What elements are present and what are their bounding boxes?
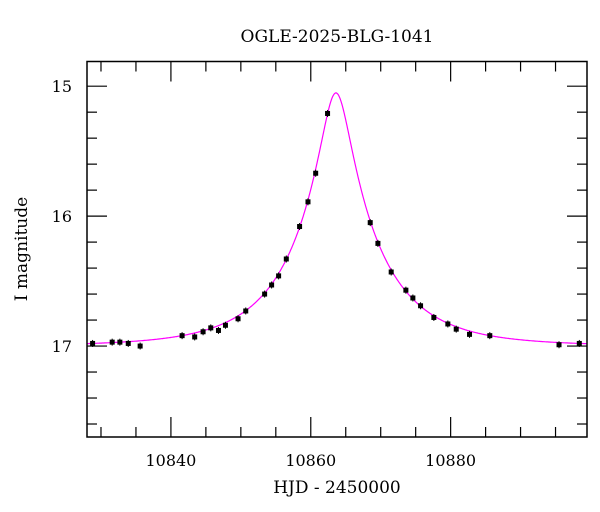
data-point [467,331,473,337]
data-point [235,316,241,322]
data-point [388,269,394,275]
data-point [137,343,143,349]
data-point [200,329,206,335]
data-point [375,240,381,246]
plot-frame [86,60,588,438]
chart-title: OGLE-2025-BLG-1041 [241,27,434,47]
data-point [297,224,303,230]
data-point [410,295,416,301]
data-point [222,322,228,328]
axis-ticks [87,61,587,437]
y-axis-label: I magnitude [12,197,32,301]
data-point [262,291,268,297]
model-curve [87,92,587,345]
x-axis-label: HJD - 2450000 [273,478,401,498]
data-point [367,220,373,226]
data-point [445,321,451,327]
data-point [125,340,131,346]
data-point [269,282,275,288]
data-point [192,334,198,340]
data-point [313,170,319,176]
data-point [431,314,437,320]
x-tick-label: 10840 [145,451,196,470]
y-tick-label: 17 [52,337,72,356]
data-point [109,339,115,345]
x-tick-label: 10880 [425,451,476,470]
data-point [117,339,123,345]
data-point [403,287,409,293]
data-point [418,303,424,309]
data-point [179,333,185,339]
data-point [215,327,221,333]
data-point [276,273,282,279]
data-point [305,199,311,205]
data-point [453,326,459,332]
data-point [90,340,96,346]
y-tick-label: 15 [52,77,72,96]
data-point [243,308,249,314]
data-point [576,340,582,346]
data-point [487,333,493,339]
data-points [90,109,582,350]
x-tick-label: 10860 [285,451,336,470]
data-point [325,110,331,116]
data-point [208,325,214,331]
y-tick-label: 16 [52,207,72,226]
data-point [556,342,562,348]
data-point [283,256,289,262]
tick-labels: 10840 10860 10880 15 16 17 [52,77,476,470]
